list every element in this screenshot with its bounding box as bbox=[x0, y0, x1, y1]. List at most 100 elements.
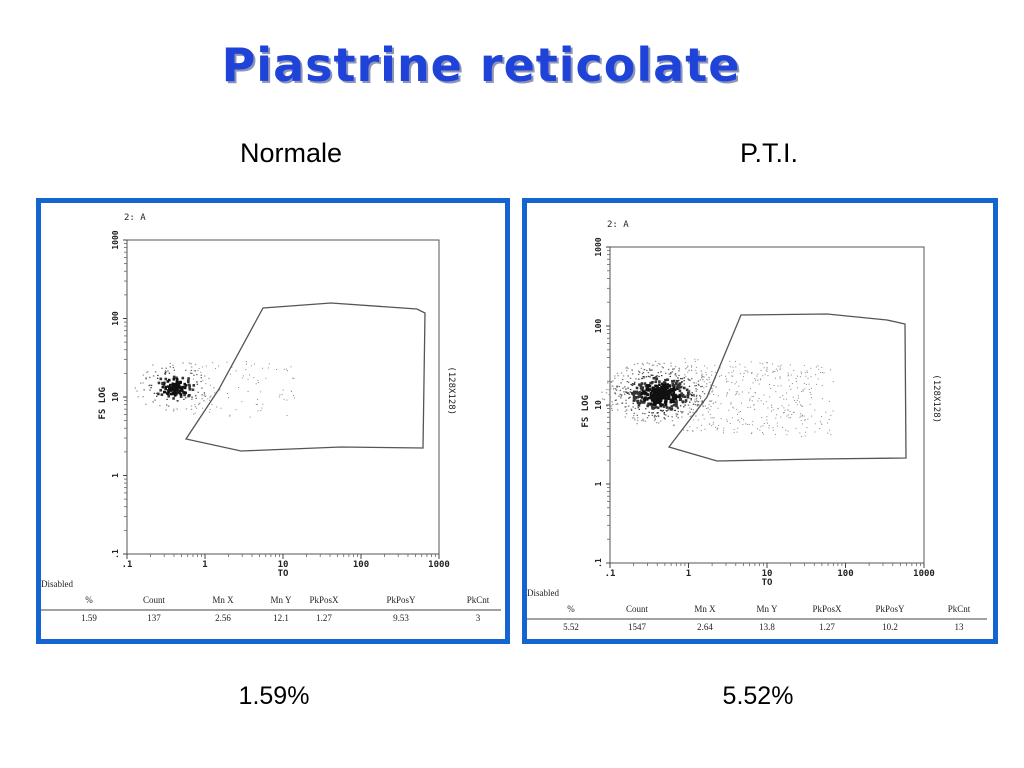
event-dot bbox=[657, 415, 660, 418]
event-dot bbox=[181, 376, 185, 380]
event-dot bbox=[645, 398, 649, 401]
event-dot bbox=[746, 370, 748, 372]
event-dot bbox=[699, 379, 702, 381]
event-dot bbox=[241, 401, 243, 403]
event-dot bbox=[787, 409, 789, 411]
event-dot bbox=[208, 377, 210, 380]
slide-title: Piastrine reticolate bbox=[221, 38, 741, 92]
event-dot bbox=[730, 402, 732, 404]
event-dot bbox=[168, 386, 172, 390]
event-dot bbox=[802, 415, 804, 417]
event-dot bbox=[687, 430, 689, 432]
event-dot bbox=[644, 396, 647, 399]
event-dot bbox=[654, 397, 658, 401]
event-dot bbox=[662, 381, 666, 384]
event-dot bbox=[619, 389, 621, 392]
event-dot bbox=[194, 370, 197, 372]
event-dot bbox=[762, 432, 764, 434]
event-dot bbox=[198, 402, 201, 404]
event-dot bbox=[743, 372, 745, 374]
event-dot bbox=[678, 382, 682, 385]
event-dot bbox=[136, 390, 138, 392]
event-dot bbox=[689, 415, 692, 418]
event-dot bbox=[235, 409, 237, 411]
event-dot bbox=[704, 405, 706, 407]
event-dot bbox=[687, 404, 690, 406]
event-dot bbox=[674, 397, 677, 400]
event-dot bbox=[676, 407, 679, 409]
event-dot bbox=[187, 394, 190, 398]
event-dot bbox=[177, 385, 181, 389]
event-dot bbox=[638, 408, 640, 410]
event-dot bbox=[645, 408, 647, 410]
event-dot bbox=[647, 375, 650, 377]
event-dot bbox=[184, 397, 187, 399]
event-dot bbox=[646, 404, 649, 408]
event-dot bbox=[776, 425, 778, 427]
event-dot bbox=[786, 398, 788, 400]
resolution-label: (128X128) bbox=[931, 374, 941, 423]
event-dot bbox=[691, 393, 693, 396]
event-dot bbox=[621, 378, 624, 381]
event-dot bbox=[766, 419, 768, 421]
event-dot bbox=[255, 383, 257, 385]
event-dot bbox=[631, 417, 634, 419]
event-dot bbox=[726, 395, 728, 397]
event-dot bbox=[767, 407, 769, 409]
event-dot bbox=[802, 390, 804, 392]
event-dot bbox=[780, 416, 782, 418]
event-dot bbox=[705, 374, 707, 376]
event-dot bbox=[660, 387, 663, 391]
event-dot bbox=[200, 380, 202, 383]
event-dot bbox=[649, 376, 651, 378]
event-dot bbox=[188, 362, 191, 364]
event-dot bbox=[652, 412, 655, 414]
event-dot bbox=[191, 396, 193, 398]
event-dot bbox=[209, 396, 211, 398]
event-dot bbox=[644, 420, 647, 422]
event-dot bbox=[800, 419, 802, 421]
event-dot bbox=[175, 382, 178, 386]
event-dot bbox=[646, 362, 648, 364]
event-dot bbox=[662, 392, 665, 396]
event-dot bbox=[634, 391, 638, 395]
event-dot bbox=[796, 380, 798, 382]
event-dot bbox=[650, 389, 654, 393]
event-dot bbox=[761, 416, 763, 418]
event-dot bbox=[819, 428, 821, 430]
event-dot bbox=[204, 395, 206, 398]
event-dot bbox=[191, 398, 193, 400]
event-dot bbox=[683, 395, 687, 399]
event-dot bbox=[190, 369, 193, 372]
event-dot bbox=[611, 385, 613, 387]
event-dot bbox=[685, 375, 687, 377]
event-dot bbox=[662, 391, 665, 395]
event-dot bbox=[738, 385, 740, 387]
event-dot bbox=[674, 401, 678, 405]
event-dot bbox=[701, 377, 703, 379]
event-dot bbox=[787, 414, 789, 416]
event-dot bbox=[644, 384, 648, 388]
event-dot bbox=[712, 402, 715, 404]
event-dot bbox=[828, 418, 830, 420]
event-dot bbox=[708, 376, 710, 379]
event-dot bbox=[801, 436, 803, 438]
event-dot bbox=[681, 393, 684, 397]
event-dot bbox=[606, 405, 608, 407]
event-dot bbox=[278, 396, 280, 398]
event-dot bbox=[769, 384, 771, 386]
event-dot bbox=[650, 404, 654, 408]
event-dot bbox=[823, 372, 825, 374]
event-dot bbox=[781, 405, 783, 407]
event-dot bbox=[725, 375, 727, 377]
event-dot bbox=[668, 406, 671, 410]
event-dot bbox=[697, 403, 699, 406]
event-dot bbox=[832, 381, 834, 383]
event-dot bbox=[800, 405, 802, 407]
event-dot bbox=[737, 391, 739, 393]
event-dot bbox=[142, 382, 144, 384]
event-dot bbox=[192, 384, 196, 387]
event-dot bbox=[157, 392, 160, 396]
event-dot bbox=[703, 376, 705, 378]
event-dot bbox=[643, 368, 646, 371]
